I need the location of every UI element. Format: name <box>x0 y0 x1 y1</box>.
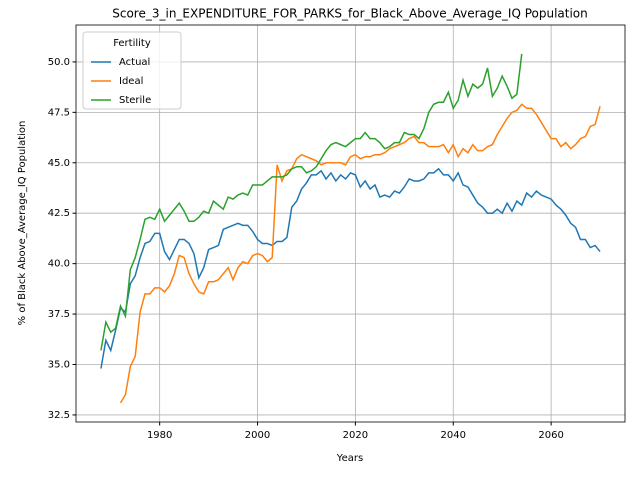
x-tick-label: 1980 <box>147 430 172 441</box>
y-tick-label: 37.5 <box>48 309 70 320</box>
plot-frame <box>75 24 626 423</box>
y-tick-label: 47.5 <box>48 107 70 118</box>
x-tick-label: 2060 <box>538 430 563 441</box>
y-tick-label: 42.5 <box>48 208 70 219</box>
y-tick-label: 40.0 <box>48 259 70 270</box>
chart-title: Score_3_in_EXPENDITURE_FOR_PARKS_for_Bla… <box>112 7 588 21</box>
legend-label: Actual <box>119 57 150 68</box>
y-tick-label: 50.0 <box>48 57 70 68</box>
y-axis-label: % of Black Above_Average_IQ Population <box>17 121 28 326</box>
legend: Fertility Actual Ideal Sterile <box>82 31 182 110</box>
x-tick-label: 2000 <box>245 430 270 441</box>
series-line <box>100 53 523 351</box>
x-tick-label: 2020 <box>343 430 368 441</box>
y-tick-label: 45.0 <box>48 158 70 169</box>
legend-label: Ideal <box>119 76 143 87</box>
y-tick-label: 35.0 <box>48 360 70 371</box>
legend-label: Sterile <box>119 95 151 106</box>
series-line <box>100 167 601 369</box>
series-line <box>119 103 601 404</box>
legend-box <box>82 31 182 110</box>
x-axis-label: Years <box>336 453 363 464</box>
y-tick-label: 32.5 <box>48 410 70 421</box>
legend-title: Fertility <box>113 38 151 49</box>
x-tick-label: 2040 <box>441 430 466 441</box>
